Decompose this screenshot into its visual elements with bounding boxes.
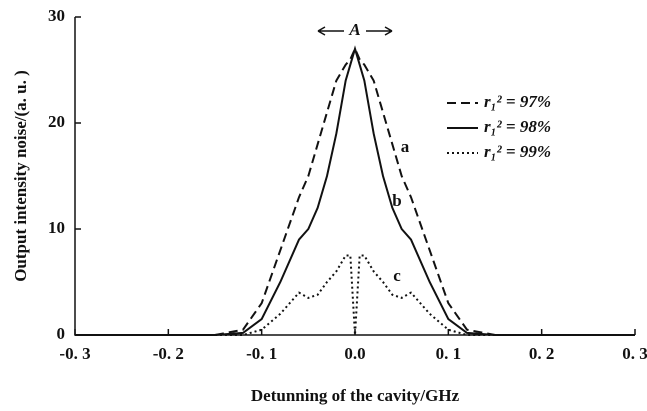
- legend-label: r₁² = 99%: [484, 142, 551, 161]
- legend-label: r₁² = 97%: [484, 92, 551, 111]
- series-line: [75, 45, 635, 336]
- y-tick-label: 10: [48, 218, 65, 237]
- legend-label: r₁² = 98%: [484, 117, 551, 136]
- y-axis-label: Output intensity noise/(a. u. ): [11, 70, 30, 282]
- x-tick-label: 0. 2: [529, 344, 555, 363]
- series-line: [75, 254, 635, 336]
- x-tick-label: -0. 1: [246, 344, 277, 363]
- x-tick-label: 0.0: [344, 344, 365, 363]
- annotation: c: [393, 266, 401, 285]
- annotation: A: [348, 20, 360, 39]
- axis-frame: [74, 17, 635, 336]
- x-axis-label: Detunning of the cavity/GHz: [251, 386, 460, 405]
- y-tick-label: 30: [48, 6, 65, 25]
- x-tick-label: 0. 1: [436, 344, 462, 363]
- y-tick-label: 0: [57, 324, 66, 343]
- x-tick-label: -0. 3: [59, 344, 90, 363]
- annotation: a: [401, 137, 410, 156]
- series-line: [75, 46, 635, 336]
- y-tick-label: 20: [48, 112, 65, 131]
- annotation: b: [392, 191, 401, 210]
- x-tick-label: 0. 3: [622, 344, 647, 363]
- annotation-arrows: [317, 26, 393, 36]
- x-tick-label: -0. 2: [153, 344, 184, 363]
